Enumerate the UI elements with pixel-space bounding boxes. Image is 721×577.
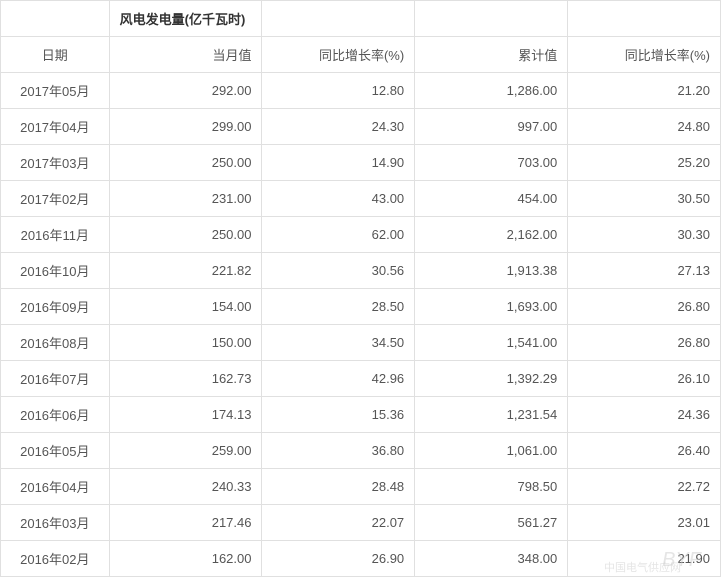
cell-monthly-growth: 43.00 [262, 181, 415, 217]
cell-date: 2016年09月 [1, 289, 110, 325]
cell-cumulative-value: 561.27 [415, 505, 568, 541]
cell-date: 2017年02月 [1, 181, 110, 217]
cell-cumulative-value: 348.00 [415, 541, 568, 577]
table-row: 2016年08月150.0034.501,541.0026.80 [1, 325, 721, 361]
cell-date: 2017年05月 [1, 73, 110, 109]
cell-cumulative-value: 798.50 [415, 469, 568, 505]
cell-date: 2016年05月 [1, 433, 110, 469]
cell-cumulative-value: 2,162.00 [415, 217, 568, 253]
cell-cumulative-growth: 26.80 [568, 325, 721, 361]
cell-monthly-value: 259.00 [109, 433, 262, 469]
cell-cumulative-value: 1,541.00 [415, 325, 568, 361]
header-monthly-value: 当月值 [109, 37, 262, 73]
cell-monthly-value: 150.00 [109, 325, 262, 361]
table-row: 2016年04月240.3328.48798.5022.72 [1, 469, 721, 505]
cell-monthly-growth: 26.90 [262, 541, 415, 577]
cell-monthly-growth: 24.30 [262, 109, 415, 145]
cell-cumulative-value: 1,286.00 [415, 73, 568, 109]
cell-cumulative-growth: 25.20 [568, 145, 721, 181]
header-cumulative-value: 累计值 [415, 37, 568, 73]
cell-monthly-growth: 12.80 [262, 73, 415, 109]
cell-monthly-growth: 28.48 [262, 469, 415, 505]
table-row: 2016年05月259.0036.801,061.0026.40 [1, 433, 721, 469]
wind-power-table: 风电发电量(亿千瓦时) 日期 当月值 同比增长率(%) 累计值 同比增长率(%)… [0, 0, 721, 577]
cell-cumulative-growth: 21.90 [568, 541, 721, 577]
table-row: 2016年07月162.7342.961,392.2926.10 [1, 361, 721, 397]
cell-cumulative-value: 1,231.54 [415, 397, 568, 433]
cell-cumulative-value: 1,392.29 [415, 361, 568, 397]
cell-cumulative-growth: 24.80 [568, 109, 721, 145]
cell-cumulative-value: 1,061.00 [415, 433, 568, 469]
cell-monthly-growth: 36.80 [262, 433, 415, 469]
cell-monthly-growth: 34.50 [262, 325, 415, 361]
cell-cumulative-growth: 22.72 [568, 469, 721, 505]
cell-monthly-value: 250.00 [109, 145, 262, 181]
cell-monthly-value: 250.00 [109, 217, 262, 253]
cell-monthly-growth: 62.00 [262, 217, 415, 253]
cell-cumulative-growth: 26.40 [568, 433, 721, 469]
table-row: 2016年11月250.0062.002,162.0030.30 [1, 217, 721, 253]
cell-cumulative-value: 454.00 [415, 181, 568, 217]
cell-monthly-growth: 15.36 [262, 397, 415, 433]
table-row: 2016年02月162.0026.90348.0021.90 [1, 541, 721, 577]
header-main-title: 风电发电量(亿千瓦时) [109, 1, 262, 37]
cell-cumulative-growth: 30.50 [568, 181, 721, 217]
table-row: 2017年03月250.0014.90703.0025.20 [1, 145, 721, 181]
cell-monthly-growth: 22.07 [262, 505, 415, 541]
cell-cumulative-growth: 30.30 [568, 217, 721, 253]
cell-monthly-value: 231.00 [109, 181, 262, 217]
cell-monthly-value: 221.82 [109, 253, 262, 289]
cell-cumulative-growth: 27.13 [568, 253, 721, 289]
table-row: 2017年05月292.0012.801,286.0021.20 [1, 73, 721, 109]
cell-date: 2017年03月 [1, 145, 110, 181]
table-body: 2017年05月292.0012.801,286.0021.202017年04月… [1, 73, 721, 577]
table-row: 2016年10月221.8230.561,913.3827.13 [1, 253, 721, 289]
cell-monthly-growth: 28.50 [262, 289, 415, 325]
table-header-sub-row: 日期 当月值 同比增长率(%) 累计值 同比增长率(%) [1, 37, 721, 73]
cell-cumulative-value: 997.00 [415, 109, 568, 145]
table-row: 2017年04月299.0024.30997.0024.80 [1, 109, 721, 145]
cell-cumulative-growth: 21.20 [568, 73, 721, 109]
table-header-main-row: 风电发电量(亿千瓦时) [1, 1, 721, 37]
cell-cumulative-growth: 24.36 [568, 397, 721, 433]
header-cumulative-growth: 同比增长率(%) [568, 37, 721, 73]
cell-monthly-value: 174.13 [109, 397, 262, 433]
cell-cumulative-growth: 23.01 [568, 505, 721, 541]
cell-date: 2016年10月 [1, 253, 110, 289]
cell-cumulative-value: 703.00 [415, 145, 568, 181]
header-empty [568, 1, 721, 37]
table-row: 2017年02月231.0043.00454.0030.50 [1, 181, 721, 217]
cell-date: 2016年03月 [1, 505, 110, 541]
table-row: 2016年09月154.0028.501,693.0026.80 [1, 289, 721, 325]
cell-date: 2016年02月 [1, 541, 110, 577]
cell-date: 2016年11月 [1, 217, 110, 253]
cell-monthly-growth: 14.90 [262, 145, 415, 181]
header-empty [415, 1, 568, 37]
cell-monthly-growth: 30.56 [262, 253, 415, 289]
cell-monthly-value: 154.00 [109, 289, 262, 325]
cell-monthly-value: 292.00 [109, 73, 262, 109]
header-monthly-growth: 同比增长率(%) [262, 37, 415, 73]
cell-monthly-value: 240.33 [109, 469, 262, 505]
cell-monthly-value: 217.46 [109, 505, 262, 541]
cell-monthly-value: 162.73 [109, 361, 262, 397]
cell-cumulative-value: 1,693.00 [415, 289, 568, 325]
table-row: 2016年03月217.4622.07561.2723.01 [1, 505, 721, 541]
header-date: 日期 [1, 37, 110, 73]
cell-monthly-value: 162.00 [109, 541, 262, 577]
cell-date: 2016年04月 [1, 469, 110, 505]
cell-cumulative-value: 1,913.38 [415, 253, 568, 289]
header-empty [262, 1, 415, 37]
cell-date: 2016年07月 [1, 361, 110, 397]
cell-date: 2016年06月 [1, 397, 110, 433]
table-row: 2016年06月174.1315.361,231.5424.36 [1, 397, 721, 433]
cell-date: 2017年04月 [1, 109, 110, 145]
header-empty [1, 1, 110, 37]
cell-date: 2016年08月 [1, 325, 110, 361]
cell-cumulative-growth: 26.10 [568, 361, 721, 397]
cell-monthly-value: 299.00 [109, 109, 262, 145]
cell-cumulative-growth: 26.80 [568, 289, 721, 325]
cell-monthly-growth: 42.96 [262, 361, 415, 397]
